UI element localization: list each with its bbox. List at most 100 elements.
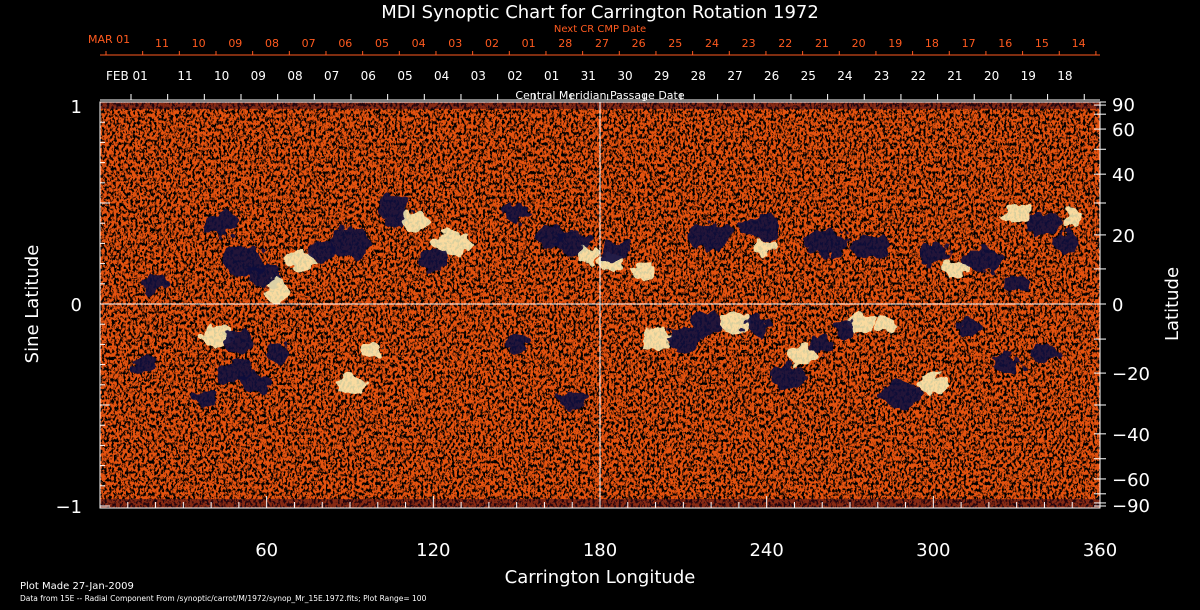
negative-polarity-region <box>770 364 807 389</box>
sine-latitude-ticks <box>100 101 110 507</box>
positive-polarity-region <box>632 262 657 281</box>
positive-polarity-region <box>641 328 670 349</box>
negative-polarity-region <box>852 235 893 260</box>
active-regions <box>132 195 1083 410</box>
x-tick-label: 120 <box>416 540 450 561</box>
lat-tick-label: 20 <box>1112 226 1135 247</box>
lat-tick-label: 60 <box>1112 120 1135 141</box>
negative-polarity-region <box>1004 274 1029 293</box>
negative-polarity-region <box>506 336 527 353</box>
next-cr-date-label: 09 <box>228 37 242 50</box>
next-cr-date-label: 06 <box>338 37 352 50</box>
x-axis-label: Carrington Longitude <box>505 567 696 588</box>
y-tick-label: 0 <box>71 295 82 316</box>
cmp-date-label: 19 <box>1021 69 1036 83</box>
next-cr-axis-label: Next CR CMP Date <box>554 24 646 35</box>
cmp-date-label: 07 <box>324 69 339 83</box>
cmp-axis-label: Central Meridian Passage Date <box>515 89 684 102</box>
positive-polarity-region <box>578 245 599 266</box>
x-tick-label: 180 <box>583 540 617 561</box>
negative-polarity-region <box>667 326 700 351</box>
cmp-date-labels: 11 10 09 08 07 06 05 04 03 02 01 31 30 29 28 27 26 25 24 23… <box>177 69 1072 83</box>
cmp-date-label: 05 <box>397 69 412 83</box>
footer-plot-made: Plot Made 27-Jan-2009 <box>20 581 134 592</box>
next-cr-ticks <box>105 51 1097 55</box>
negative-polarity-region <box>558 391 587 410</box>
negative-polarity-region <box>965 247 1002 272</box>
positive-polarity-region <box>719 312 748 337</box>
x-tick-label: 300 <box>916 540 950 561</box>
negative-polarity-region <box>741 215 782 240</box>
positive-polarity-region <box>786 344 814 365</box>
y-tick-label: −1 <box>55 497 82 518</box>
y-axis-label: Sine Latitude <box>22 245 43 364</box>
negative-polarity-region <box>834 319 855 338</box>
cmp-date-label: 06 <box>361 69 376 83</box>
cmp-date-label: 25 <box>801 69 816 83</box>
negative-polarity-region <box>954 319 979 338</box>
positive-polarity-region <box>200 324 233 349</box>
lat-tick-label: 40 <box>1112 165 1135 186</box>
positive-polarity-region <box>873 315 894 334</box>
negative-polarity-region <box>132 356 157 373</box>
next-cr-date-label: 22 <box>778 37 792 50</box>
next-cr-date-label: 19 <box>888 37 902 50</box>
cmp-date-label: 23 <box>874 69 889 83</box>
negative-polarity-region <box>743 312 768 337</box>
negative-polarity-region <box>417 249 450 270</box>
cmp-date-label: 24 <box>837 69 852 83</box>
cmp-date-label: 11 <box>177 69 192 83</box>
negative-polarity-region <box>265 342 290 363</box>
negative-polarity-region <box>689 221 734 250</box>
lat-tick-label: −20 <box>1112 364 1150 385</box>
cmp-date-label: 02 <box>507 69 522 83</box>
positive-polarity-region <box>849 314 874 335</box>
lat-tick-label: 90 <box>1112 95 1135 116</box>
cmp-date-label: 04 <box>434 69 449 83</box>
cmp-date-label: 30 <box>617 69 632 83</box>
next-cr-date-label: 25 <box>668 37 682 50</box>
next-cr-date-label: 27 <box>595 37 609 50</box>
next-cr-date-label: 18 <box>925 37 939 50</box>
latitude-axis: 90 60 40 20 0 −20 −40 −60 −90 <box>1094 95 1150 517</box>
next-cr-date-label: 21 <box>815 37 829 50</box>
cmp-date-label: 26 <box>764 69 779 83</box>
x-tick-label: 240 <box>749 540 783 561</box>
negative-polarity-region <box>602 241 631 262</box>
positive-polarity-region <box>754 239 779 256</box>
negative-polarity-region <box>810 334 835 355</box>
next-cr-date-label: 05 <box>375 37 389 50</box>
cmp-date-label: 29 <box>654 69 669 83</box>
next-cr-date-label: 28 <box>558 37 572 50</box>
cmp-ticks <box>130 94 1085 100</box>
lat-tick-label: 0 <box>1112 295 1123 316</box>
lat-tick-label: −90 <box>1112 496 1150 517</box>
positive-polarity-region <box>1002 204 1031 223</box>
next-cr-date-label: 23 <box>742 37 756 50</box>
positive-polarity-region <box>362 342 383 359</box>
lat-tick-label: −60 <box>1112 470 1150 491</box>
next-cr-date-label: 02 <box>485 37 499 50</box>
next-cr-date-label: 03 <box>448 37 462 50</box>
next-cr-date-label: 20 <box>852 37 866 50</box>
next-cr-date-label: 07 <box>302 37 316 50</box>
positive-polarity-region <box>941 257 970 278</box>
next-cr-date-label: 14 <box>1072 37 1086 50</box>
x-tick-label: 360 <box>1083 540 1117 561</box>
y-tick-label: 1 <box>71 97 82 118</box>
cmp-date-label: 28 <box>691 69 706 83</box>
positive-polarity-region <box>336 375 364 394</box>
negative-polarity-region <box>1026 211 1063 236</box>
negative-polarity-region <box>217 360 250 385</box>
y2-axis-label: Latitude <box>1162 267 1183 341</box>
negative-polarity-region <box>502 205 531 222</box>
next-cr-date-label: 16 <box>998 37 1012 50</box>
negative-polarity-region <box>691 312 720 337</box>
negative-polarity-region <box>328 229 372 258</box>
positive-polarity-region <box>917 374 950 395</box>
lat-tick-label: −40 <box>1112 425 1150 446</box>
next-cr-date-label: 17 <box>962 37 976 50</box>
cmp-date-label: 31 <box>581 69 596 83</box>
next-cr-date-label: 01 <box>522 37 536 50</box>
